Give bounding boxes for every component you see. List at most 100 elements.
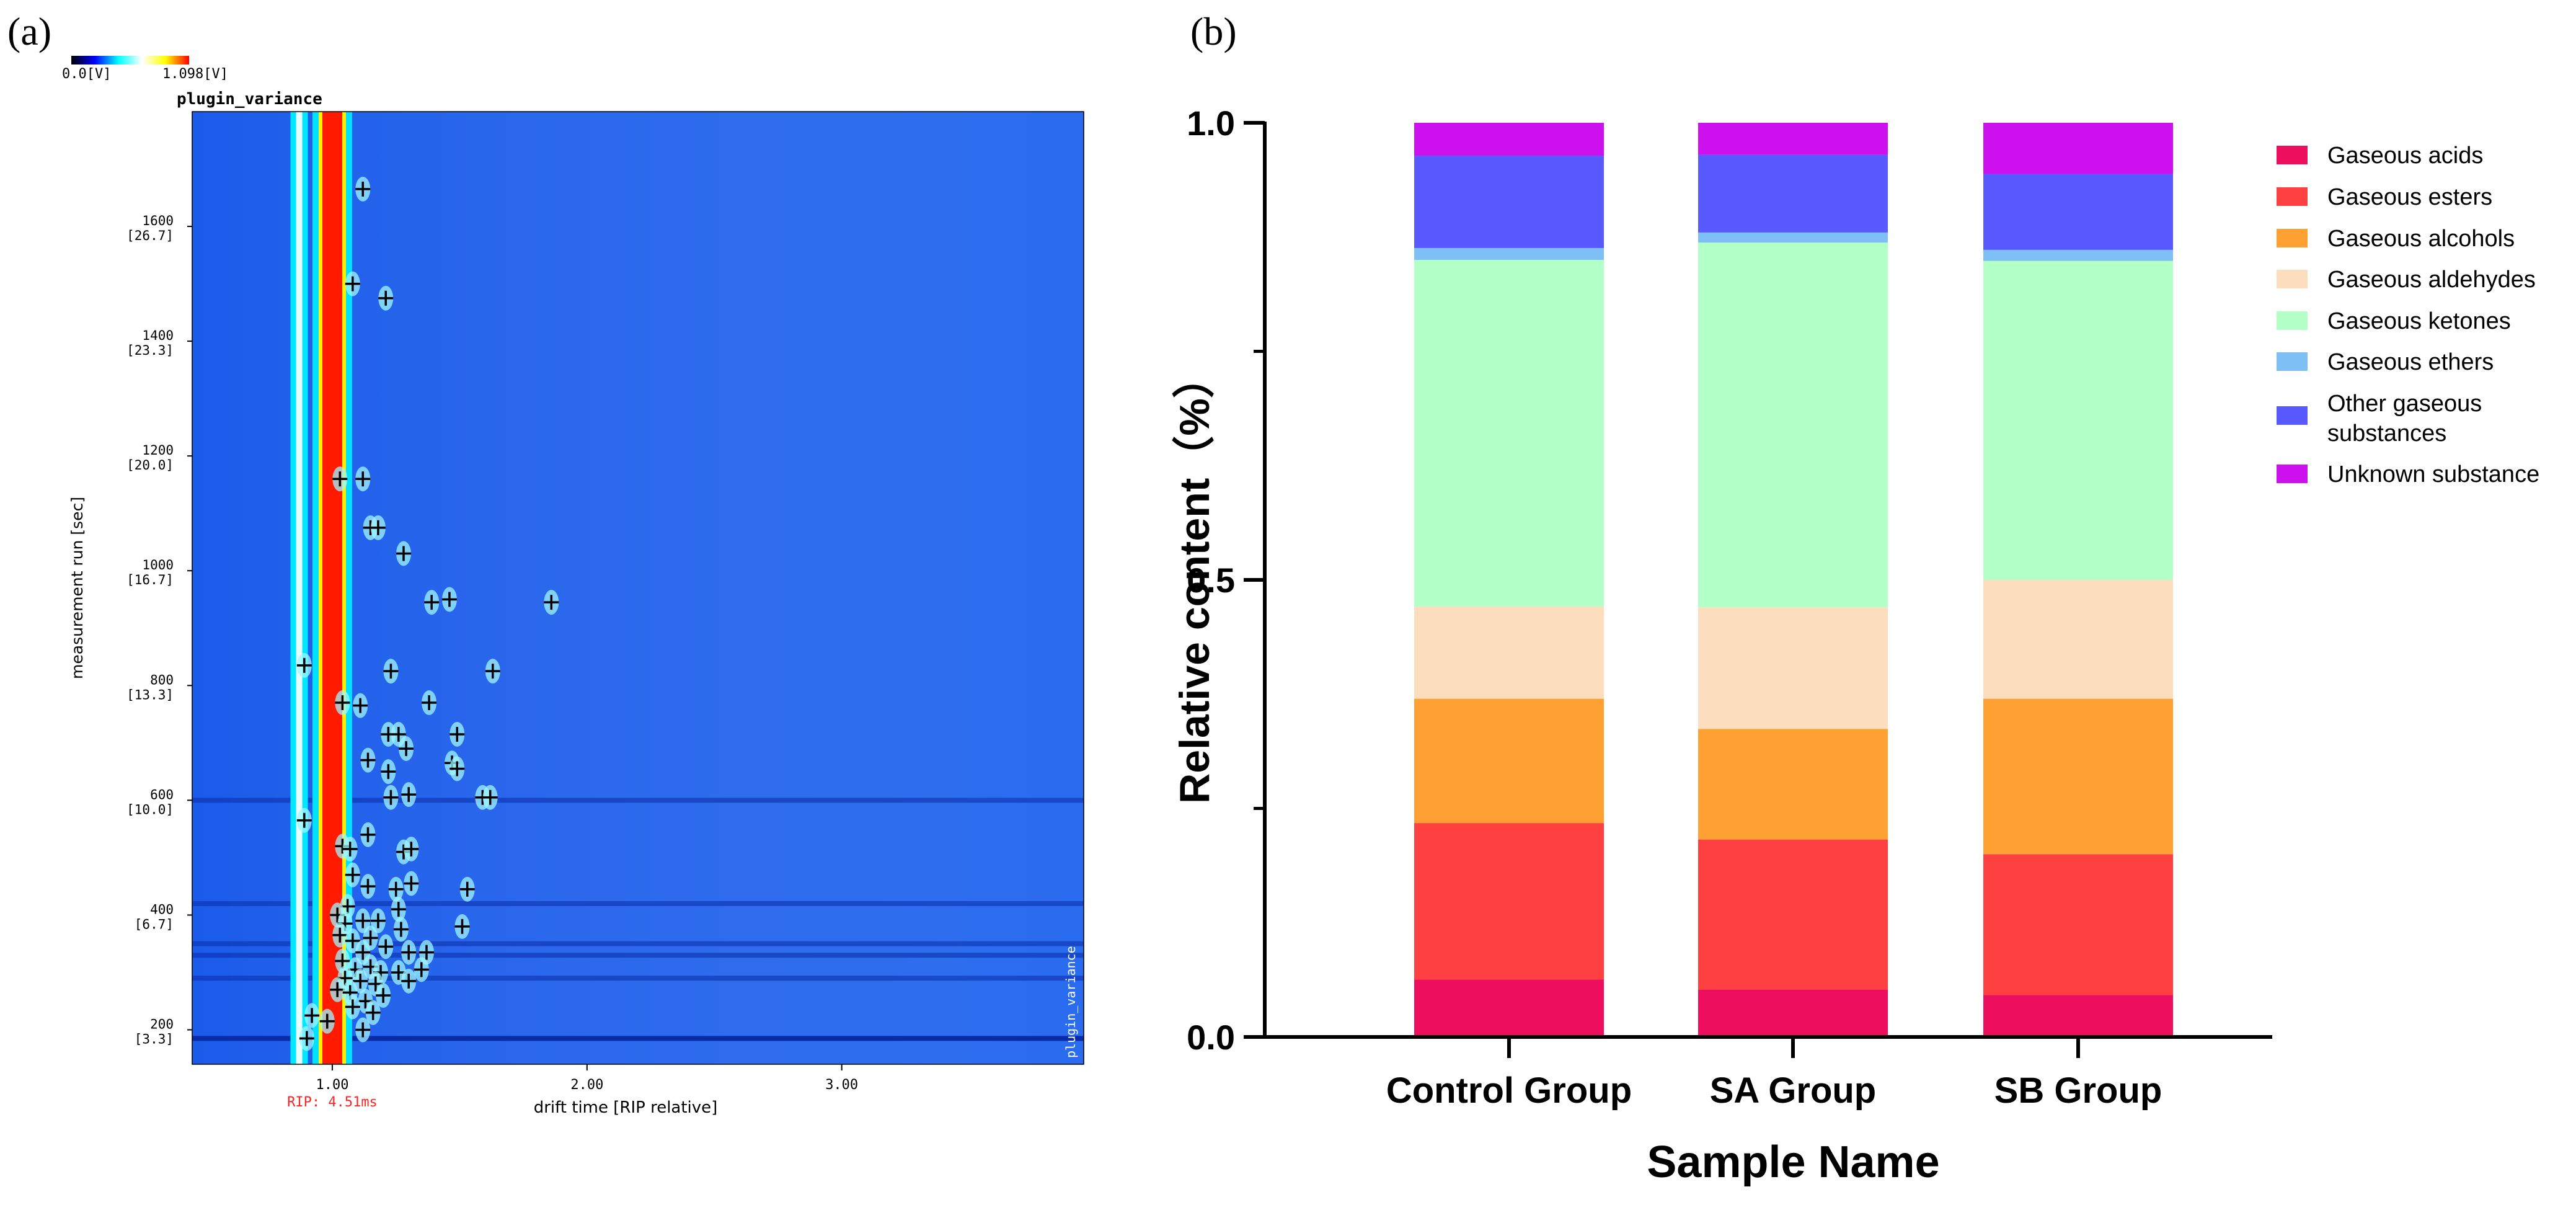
- heatmap-frame: [192, 111, 1084, 1065]
- bar-segment: [1983, 580, 2173, 699]
- y-tick-sublabel: [13.3]: [126, 687, 174, 702]
- spot-marker: [391, 902, 406, 917]
- spot-marker: [393, 922, 409, 937]
- y-tick-label: 1600: [142, 213, 174, 228]
- bar-segment: [1698, 232, 1888, 243]
- panel-label-a: (a): [7, 9, 52, 53]
- bar-segment: [1698, 989, 1888, 1037]
- heatmap-band: [192, 953, 1084, 958]
- spot-marker: [355, 913, 371, 928]
- legend-swatch: [2277, 311, 2308, 330]
- y-tick-label: 1000: [142, 558, 174, 572]
- bar-segment: [1414, 979, 1604, 1037]
- legend-swatch: [2277, 270, 2308, 288]
- bar-segment: [1983, 174, 2173, 250]
- legend-swatch: [2277, 229, 2308, 247]
- colorbar-max-label: 1.098[V]: [162, 66, 228, 82]
- bar-segment: [1983, 995, 2173, 1037]
- spot-marker: [449, 761, 465, 776]
- y-tick-sublabel: [10.0]: [126, 802, 174, 817]
- y-tick-label: 0.5: [1187, 561, 1235, 600]
- y-tick-label: 200: [150, 1016, 174, 1031]
- legend-label: Gaseous ethers: [2327, 349, 2494, 375]
- spot-marker: [332, 471, 348, 487]
- y-tick-label: 1.0: [1187, 104, 1235, 143]
- spot-marker: [383, 664, 399, 679]
- legend-swatch: [2277, 146, 2308, 164]
- spot-marker: [485, 664, 500, 679]
- spot-marker: [401, 787, 417, 803]
- bar-segment: [1698, 729, 1888, 840]
- legend-swatch: [2277, 187, 2308, 206]
- bar-segment: [1414, 823, 1604, 980]
- spot-marker: [391, 726, 406, 742]
- y-tick-label: 800: [150, 672, 174, 687]
- heatmap-band: [192, 798, 1084, 803]
- legend-label-line: Gaseous ketones: [2327, 308, 2511, 334]
- spot-marker: [365, 1005, 381, 1020]
- y-tick-sublabel: [16.7]: [126, 572, 174, 587]
- spot-marker: [381, 764, 396, 780]
- bar-segment: [1414, 698, 1604, 824]
- spot-marker: [353, 698, 368, 713]
- bar-segment: [1698, 839, 1888, 990]
- spot-marker: [363, 930, 378, 946]
- spot-marker: [353, 973, 368, 989]
- bar-segment: [1698, 154, 1888, 233]
- spot-marker: [360, 879, 376, 894]
- legend-label-line: Gaseous aldehydes: [2327, 267, 2536, 293]
- legend-label: Gaseous alcohols: [2327, 226, 2515, 252]
- spot-marker: [370, 520, 386, 535]
- spot-marker: [401, 973, 417, 989]
- spot-marker: [299, 1031, 314, 1046]
- reactant-streak-core: [296, 112, 303, 1064]
- x-tick-label: SB Group: [1994, 1070, 2162, 1111]
- x-axis-label: drift time [RIP relative]: [534, 1098, 718, 1117]
- spot-marker: [360, 827, 376, 842]
- heatmap-band: [192, 1036, 1084, 1041]
- x-tick-label: 2.00: [570, 1077, 603, 1093]
- y-tick-label: 1200: [142, 443, 174, 458]
- x-tick-label: 3.00: [825, 1077, 858, 1093]
- vertical-plugin-label: plugin_variance: [1063, 946, 1078, 1058]
- y-tick-label: 600: [150, 787, 174, 802]
- spot-marker: [399, 741, 414, 757]
- spot-marker: [396, 546, 412, 561]
- spot-marker: [370, 913, 386, 928]
- bar-segment: [1414, 123, 1604, 156]
- bar-segment: [1983, 249, 2173, 261]
- legend-label: Unknown substance: [2327, 461, 2539, 487]
- spot-marker: [449, 726, 465, 742]
- heatmap-band: [192, 976, 1084, 981]
- legend-swatch: [2277, 352, 2308, 371]
- spot-marker: [454, 919, 470, 934]
- spot-marker: [355, 471, 371, 487]
- y-tick-sublabel: [23.3]: [126, 343, 174, 358]
- spot-marker: [378, 290, 394, 306]
- legend-label-line: Unknown substance: [2327, 461, 2539, 487]
- spot-marker: [422, 695, 437, 711]
- colorbar-min-label: 0.0[V]: [62, 66, 111, 82]
- rip-label: RIP: 4.51ms: [287, 1095, 378, 1110]
- spot-marker: [401, 945, 417, 960]
- bar-segment: [1983, 698, 2173, 855]
- legend-label: Gaseous esters: [2327, 184, 2492, 210]
- spot-marker: [376, 987, 391, 1003]
- y-tick-label: 0.0: [1187, 1018, 1235, 1057]
- legend-label-line: Gaseous esters: [2327, 184, 2492, 210]
- spot-marker: [544, 595, 559, 610]
- y-tick-sublabel: [6.7]: [135, 917, 174, 932]
- bar-segment: [1698, 123, 1888, 155]
- y-axis-label: Relative content（%）: [1171, 356, 1218, 804]
- spot-marker: [404, 876, 419, 891]
- y-tick-sublabel: [26.7]: [126, 228, 174, 243]
- ims-heatmap-panel: 0.0[V] 1.098[V] plugin_variance 1.00 2.00 3.0…: [62, 56, 1084, 1117]
- spot-marker: [414, 962, 429, 977]
- y-tick-label: 1400: [142, 328, 174, 343]
- spot-marker: [345, 276, 360, 291]
- legend-label-line: Gaseous ethers: [2327, 349, 2494, 375]
- spot-marker: [482, 790, 498, 805]
- spot-marker: [441, 592, 457, 607]
- x-tick-label: 1.00: [316, 1077, 348, 1093]
- spot-marker: [404, 842, 419, 857]
